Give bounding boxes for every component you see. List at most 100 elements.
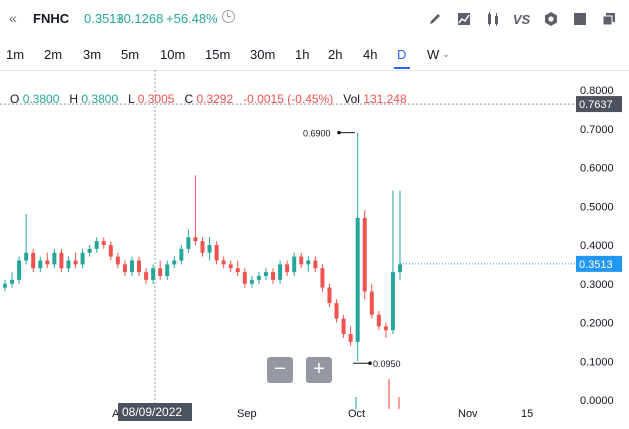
candle-body	[59, 252, 64, 269]
area-chart-icon[interactable]	[449, 9, 478, 29]
high-value: 0.3800	[81, 92, 119, 106]
crosshair-date-tag	[118, 403, 192, 421]
candle-body	[24, 252, 29, 261]
candle-body	[285, 264, 290, 273]
candle-body	[10, 279, 15, 284]
candle-body	[207, 245, 212, 253]
volume-bar	[355, 397, 357, 409]
candle-body	[115, 256, 120, 265]
candle-body	[355, 217, 360, 342]
high-marker-dot	[337, 130, 341, 135]
timeframe-2h[interactable]: 2h	[328, 47, 343, 62]
candle-body	[313, 260, 318, 269]
volume-value: 131,248	[363, 92, 407, 106]
candle-body	[122, 264, 127, 273]
volume-bar	[398, 397, 400, 409]
price-change-percent: +56.48%	[166, 11, 218, 26]
candle-body	[31, 252, 36, 269]
x-tick-label: Nov	[458, 408, 478, 420]
timeframe-15m[interactable]: 15m	[205, 47, 231, 62]
timeframe-10m[interactable]: 10m	[160, 47, 186, 62]
timeframe-30m[interactable]: 30m	[250, 47, 276, 62]
y-tick-label: 0.0000	[580, 395, 614, 407]
candle-body	[235, 268, 240, 273]
active-timeframe-underline	[394, 67, 410, 69]
symbol-header: « FNHC 0.3513 +0.1268 +56.48% VS	[0, 0, 629, 38]
y-tick-label: 0.8000	[580, 85, 614, 97]
candle-body	[390, 272, 395, 331]
low-marker-dot	[368, 361, 372, 365]
candle-body	[80, 252, 85, 265]
candle-body	[362, 217, 367, 292]
candle-body	[94, 241, 99, 249]
collapse-panel-icon[interactable]: «	[9, 10, 17, 26]
ohlc-legend: O 0.3800 H 0.3800 L 0.3005 C 0.3292 -0.0…	[10, 92, 407, 106]
candle-body	[179, 248, 184, 261]
x-tick-label: 15	[521, 408, 533, 420]
high-marker-text: 0.6900	[303, 129, 331, 139]
candle-body	[17, 260, 22, 280]
timeframe-3m[interactable]: 3m	[83, 47, 102, 62]
candle-body	[306, 260, 311, 265]
clock-icon[interactable]	[222, 10, 235, 23]
y-tick-label: 0.7000	[580, 124, 614, 136]
candle-body	[348, 334, 353, 342]
open-value: 0.3800	[22, 92, 60, 106]
y-tick-label: 0.4000	[580, 240, 614, 252]
open-label: O	[10, 92, 20, 106]
y-tick-label: 0.6000	[580, 163, 614, 175]
price-chart[interactable]: 0.8000 0.7000 0.6000 0.5000 0.4000 0.3000 0.20…	[0, 70, 629, 429]
candle-body	[242, 272, 247, 284]
y-tick-label: 0.1000	[580, 356, 614, 368]
zoom-out-button[interactable]: −	[267, 357, 293, 383]
candle-body	[3, 283, 7, 288]
low-marker-text: 0.0950	[373, 359, 401, 369]
candle-body	[108, 245, 113, 257]
candle-body	[292, 256, 297, 273]
candle-body	[186, 237, 191, 249]
timeframe-d[interactable]: D	[397, 47, 407, 62]
compare-vs-icon[interactable]: VS	[507, 9, 536, 29]
candle-body	[327, 287, 332, 304]
vs-label: VS	[512, 11, 531, 27]
timeframe-5m[interactable]: 5m	[121, 47, 140, 62]
bar-change: -0.0015 (-0.45%)	[243, 92, 334, 106]
candle-body	[38, 260, 43, 269]
timeframe-1h[interactable]: 1h	[295, 47, 310, 62]
candle-body	[129, 260, 134, 273]
low-value: 0.3005	[137, 92, 175, 106]
chevron-down-icon[interactable]: ⌄	[442, 49, 450, 59]
crosshair-date-text: 08/09/2022	[122, 405, 182, 419]
candle-body	[52, 252, 57, 265]
candle-body	[73, 260, 78, 265]
y-tick-label: 0.3000	[580, 279, 614, 291]
candle-body	[228, 264, 233, 269]
timeframe-1m[interactable]: 1m	[6, 47, 25, 62]
candle-body	[341, 318, 346, 335]
candle-body	[214, 245, 219, 261]
timeframe-w[interactable]: W	[427, 47, 440, 62]
y-tick-label: 0.5000	[580, 201, 614, 213]
candle-body	[369, 291, 374, 315]
candle-body	[334, 303, 339, 319]
candle-body	[383, 326, 388, 331]
x-tick-label: Sep	[237, 408, 257, 420]
last-price: 0.3513	[84, 11, 124, 26]
timeframe-2m[interactable]: 2m	[44, 47, 63, 62]
fullscreen-icon[interactable]	[565, 9, 594, 29]
symbol-name[interactable]: FNHC	[33, 11, 70, 26]
candle-body	[158, 268, 163, 276]
timeframe-4h[interactable]: 4h	[363, 47, 378, 62]
y-tick-label: 0.2000	[580, 318, 614, 330]
price-change: +0.1268	[116, 11, 164, 26]
copy-icon[interactable]	[594, 9, 623, 29]
candle-body	[200, 241, 205, 253]
zoom-in-button[interactable]: +	[306, 357, 332, 383]
candle-body	[398, 264, 402, 273]
settings-gear-icon[interactable]	[536, 9, 565, 29]
candle-body	[66, 260, 71, 269]
pencil-icon[interactable]	[420, 9, 449, 29]
chart-toolbar: VS	[420, 9, 623, 29]
candles-icon[interactable]	[478, 9, 507, 29]
candle-body	[256, 276, 261, 280]
